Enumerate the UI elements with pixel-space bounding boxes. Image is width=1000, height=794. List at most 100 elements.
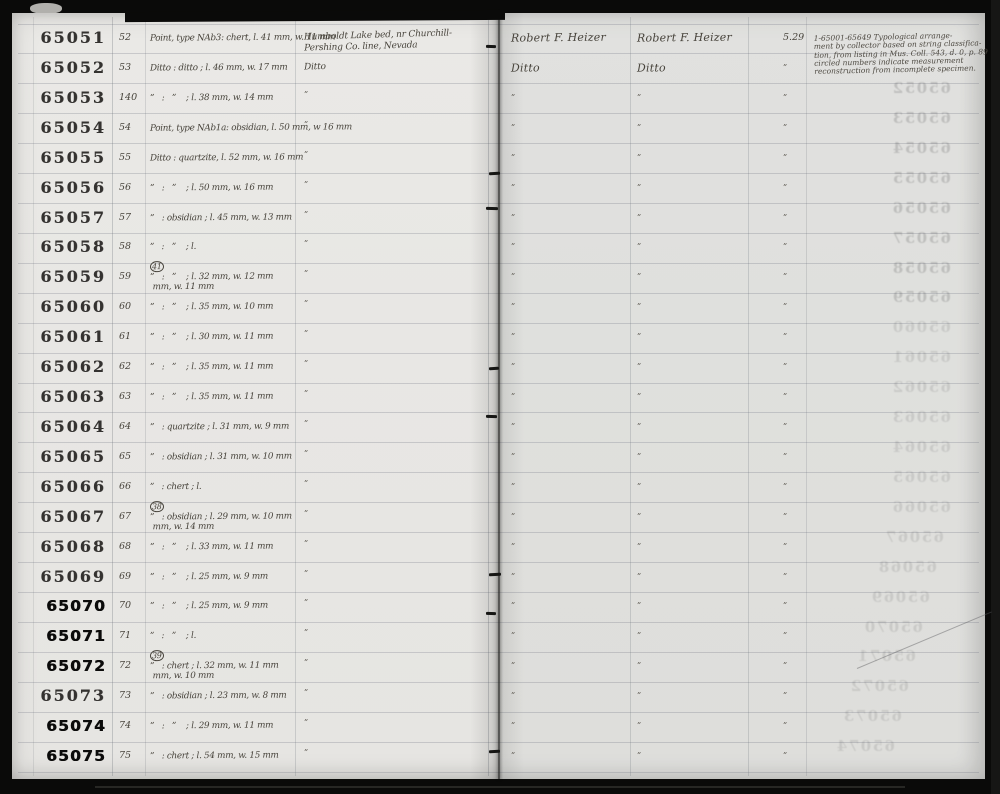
collector-name: ” — [511, 631, 516, 641]
ledger-row: 65068 68 ” : ” ; l. 33 mm, w. 11 mm ” ” ” ” — [12, 537, 985, 557]
collector-name: ” — [511, 751, 516, 761]
ledger-page-spread: 65051 52 Point, type NAb3: chert, l. 41 mm… — [12, 13, 992, 779]
locality: ” — [304, 688, 308, 698]
catalog-number-stamp: 65055 — [40, 147, 106, 167]
original-number: 72 — [119, 660, 132, 672]
catalog-number-stamp: 65073 — [40, 686, 106, 706]
original-number: 70 — [119, 600, 132, 612]
original-number: 60 — [119, 301, 132, 313]
original-number: 52 — [119, 32, 132, 43]
ledger-row: 65075 75 ” : chert ; l. 54 mm, w. 15 mm ” ” ”… — [12, 746, 985, 766]
catalog-number-stamp: 65074 — [46, 717, 106, 736]
original-number: 57 — [119, 211, 132, 223]
ledger-row: 65073 73 ” : obsidian ; l. 23 mm, w. 8 mm ”… — [12, 686, 985, 706]
catalog-number-stamp: 65066 — [40, 476, 106, 496]
received-from: ” — [637, 332, 642, 342]
catalog-number-stamp: 65071 — [46, 627, 106, 646]
original-number: 63 — [119, 391, 132, 403]
ledger-row: 65066 66” : chert ; l. 38 mm, w. 14 mm”””… — [12, 476, 985, 532]
date-received: ” — [783, 152, 788, 162]
column-rule — [112, 17, 113, 776]
ledger-row: 65063 63 ” : ” ; l. 35 mm, w. 11 mm ” ” ” ” — [12, 387, 985, 407]
ghost-catalog-number: 65064 — [891, 438, 951, 457]
ghost-catalog-number: 65060 — [891, 318, 951, 337]
scan-frame-notch — [30, 3, 62, 14]
original-number: 54 — [119, 121, 132, 133]
locality: ” — [304, 568, 308, 578]
ledger-row: 65054 54 Point, type NAb1a: obsidian, l. 5… — [12, 118, 985, 138]
catalog-number-stamp: 65058 — [40, 237, 106, 257]
locality: ” — [304, 478, 308, 488]
received-from: ” — [637, 541, 642, 551]
date-received: ” — [783, 182, 788, 192]
catalog-number-stamp: 65061 — [40, 327, 106, 347]
catalog-number-stamp: 65070 — [46, 597, 106, 616]
ghost-catalog-number: 65061 — [891, 348, 951, 367]
collector-name: ” — [511, 661, 516, 671]
original-number: 73 — [119, 690, 132, 702]
specimen-description: ” : ” ; l. 35 mm, w. 11 mm — [149, 391, 274, 403]
specimen-description: ” : ” ; l. 25 mm, w. 9 mm — [149, 601, 268, 612]
received-from: ” — [637, 451, 642, 461]
locality: ” — [304, 209, 308, 219]
catalog-number-stamp: 65068 — [40, 536, 106, 556]
received-from: ” — [637, 691, 642, 701]
original-number: 59 — [119, 271, 132, 283]
date-received: ” — [783, 631, 788, 641]
collector-name: ” — [511, 571, 516, 581]
column-rule — [630, 17, 631, 776]
specimen-description: ” : quartzite ; l. 31 mm, w. 9 mm — [149, 421, 290, 433]
ghost-catalog-number: 65057 — [891, 228, 951, 247]
column-rule — [488, 17, 489, 776]
catalog-number-stamp: 65056 — [40, 177, 106, 197]
original-number: 65 — [119, 450, 132, 462]
page-edge-sliver — [95, 786, 905, 788]
specimen-description: ” : ” ; l. 29 mm, w. 11 mm — [149, 720, 274, 732]
gutter-tally-mark — [488, 171, 501, 176]
binding-gutter-shade — [470, 13, 524, 779]
collector-name: ” — [511, 541, 516, 551]
collector-name: ” — [511, 601, 516, 611]
locality: ” — [304, 598, 308, 608]
catalog-number-stamp: 65075 — [46, 747, 106, 766]
catalog-number-stamp: 65063 — [40, 387, 106, 407]
received-from: ” — [637, 721, 642, 731]
specimen-description: ” : ” ; l. 25 mm, w. 9 mm — [149, 571, 268, 582]
collector-name: ” — [511, 212, 516, 222]
ledger-row: 65065 65 ” : obsidian ; l. 31 mm, w. 10 mm… — [12, 447, 985, 467]
received-from: ” — [637, 302, 642, 312]
ledger-row: 65051 52 Point, type NAb3: chert, l. 41 mm… — [12, 28, 985, 53]
specimen-description: ” : ” ; l. 38 mm, w. 14 mm — [149, 92, 274, 104]
specimen-description: ” : obsidian ; l. 29 mm, w. 10 mm — [149, 511, 292, 523]
ledger-row: 65057 57 ” : obsidian ; l. 45 mm, w. 13 mm… — [12, 208, 985, 228]
catalog-number-stamp: 65053 — [40, 87, 106, 107]
ghost-catalog-number: 65053 — [891, 108, 951, 127]
received-from: Robert F. Heizer — [636, 30, 732, 45]
date-received: ” — [783, 62, 788, 72]
date-received: ” — [783, 451, 788, 461]
original-number: 74 — [119, 720, 132, 732]
ledger-row: 65059 59 ” : ” ; l. 32 mm, w. 12 mm ” ” ” ” — [12, 267, 985, 287]
locality: ” — [304, 239, 308, 249]
received-from: ” — [637, 122, 642, 132]
date-received: ” — [783, 721, 788, 731]
received-from: ” — [637, 152, 642, 162]
column-rule — [33, 17, 34, 776]
ledger-row: 65060 60 ” : ” ; l. 35 mm, w. 10 mm ” ” ” ” — [12, 297, 985, 317]
received-from: ” — [637, 571, 642, 581]
ghost-catalog-number: 65054 — [891, 138, 951, 157]
date-received: 5.29 — [783, 32, 805, 43]
original-number: 67 — [119, 510, 132, 522]
date-received: ” — [783, 212, 788, 222]
locality: ” — [304, 418, 308, 428]
ledger-row: 65062 62 ” : ” ; l. 35 mm, w. 11 mm ” ” ” ” — [12, 357, 985, 377]
received-from: ” — [637, 421, 642, 431]
catalog-number-stamp: 65051 — [40, 28, 106, 47]
collector-name: ” — [511, 691, 516, 701]
date-received: ” — [783, 421, 788, 431]
collector-name: ” — [511, 122, 516, 132]
collector-name: ” — [511, 92, 516, 102]
ledger-row: 65070 70 ” : ” ; l. 25 mm, w. 9 mm ” ” ” ” — [12, 596, 985, 616]
original-number: 64 — [119, 420, 132, 432]
specimen-description: ” : ” ; l. 35 mm, w. 10 mm — [149, 301, 274, 313]
